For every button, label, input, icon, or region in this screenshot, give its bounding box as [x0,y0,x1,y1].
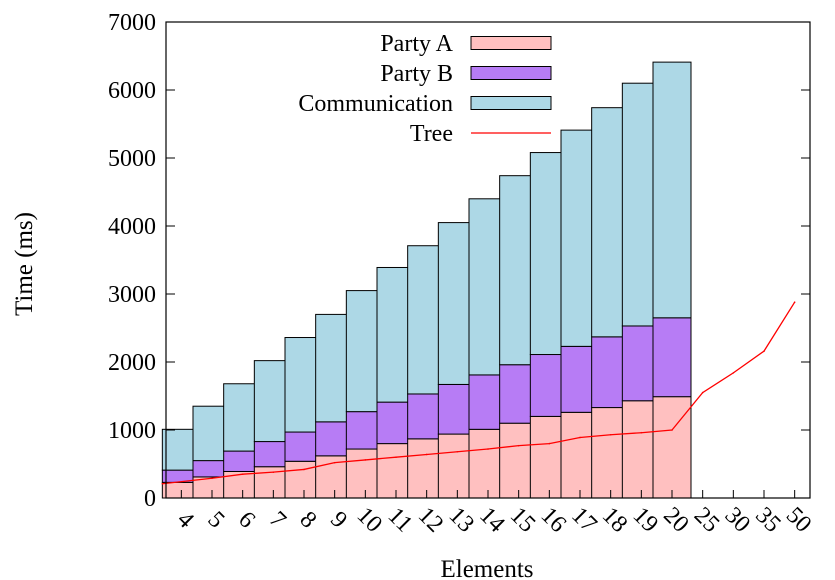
bar-party-a-20 [652,396,692,499]
point-tree-10 [364,459,367,461]
point-tree-18 [609,433,612,436]
point-tree-15 [517,444,520,447]
point-tree-25 [701,391,704,394]
x-tick-label-5: 5 [203,507,230,534]
x-tick-label-6: 6 [233,507,260,534]
x-tick-label-7: 7 [264,507,291,534]
point-tree-8 [303,468,305,471]
x-tick-label-8: 8 [295,507,322,534]
point-tree-30 [732,372,735,374]
bar-communication-20 [652,61,692,319]
legend-swatch-communication [470,96,552,110]
y-tick-label-0: 0 [144,486,156,512]
point-tree-16 [548,442,551,445]
y-tick-label-7000: 7000 [108,10,156,36]
x-tick-label-50: 50 [781,502,816,537]
point-tree-17 [579,436,581,439]
x-tick-label-10: 10 [352,502,387,537]
y-tick-label-5000: 5000 [108,146,156,172]
point-tree-9 [333,461,336,464]
tree-line-layer [161,301,796,485]
y-tick-label-2000: 2000 [108,350,156,376]
legend: Party A Party B Communication Tree [298,31,552,147]
legend-label-tree: Tree [410,121,453,147]
point-tree-6 [241,473,244,476]
point-tree-35 [763,350,765,352]
x-tick-label-4: 4 [172,507,199,534]
y-tick-label-6000: 6000 [108,78,156,104]
x-tick-label-9: 9 [325,507,352,534]
y-tick-label-3000: 3000 [108,282,156,308]
x-tick-label-11: 11 [383,503,418,538]
point-tree-11 [395,456,397,459]
bars [161,61,692,499]
bar-party-b-20 [652,317,692,398]
point-tree-14 [487,448,489,450]
y-axis-label: Time (ms) [11,212,38,316]
point-tree-50 [793,301,796,303]
point-tree-5 [211,477,213,480]
point-tree-20 [671,429,673,431]
point-tree-13 [456,450,459,453]
y-tick-label-1000: 1000 [108,418,156,444]
legend-label-party-b: Party B [380,61,453,87]
point-tree-7 [272,471,275,473]
legend-swatch-party-b [470,66,552,80]
point-tree-12 [425,453,428,456]
x-axis-label: Elements [440,556,533,580]
legend-label-communication: Communication [298,91,453,117]
point-tree-4 [161,482,164,485]
y-tick-label-4000: 4000 [108,214,156,240]
point-tree-19 [640,431,643,434]
legend-swatch-party-a [470,36,552,50]
legend-label-party-a: Party A [380,31,453,57]
